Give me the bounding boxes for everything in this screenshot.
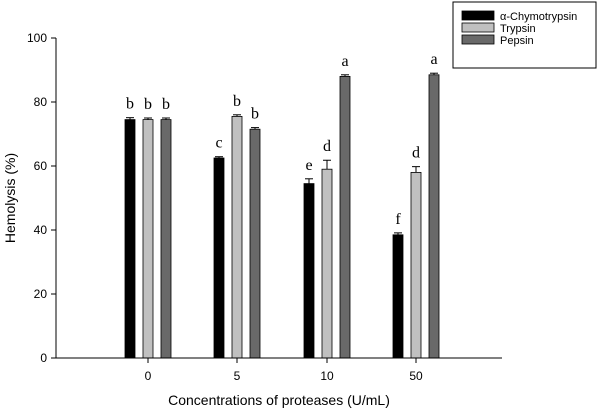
- legend-label: Pepsin: [500, 35, 534, 47]
- data-label: b: [251, 106, 259, 123]
- bar: [160, 119, 172, 359]
- data-label: d: [323, 138, 331, 155]
- y-tick-label: 60: [34, 159, 48, 173]
- bar: [213, 157, 225, 359]
- bar: [249, 128, 261, 359]
- y-tick-label: 20: [34, 287, 48, 301]
- data-label: b: [233, 93, 241, 110]
- bar: [392, 234, 404, 359]
- bar: [428, 74, 440, 359]
- bar: [339, 76, 351, 359]
- y-tick-label: 100: [27, 31, 47, 45]
- bar: [321, 168, 333, 359]
- legend-swatch: [461, 34, 495, 45]
- legend-swatch: [461, 10, 495, 21]
- x-tick-label: 10: [320, 369, 334, 383]
- bar: [303, 183, 315, 359]
- data-label: c: [215, 135, 222, 152]
- y-tick-label: 0: [40, 351, 47, 365]
- data-label: b: [126, 96, 134, 113]
- data-label: a: [430, 51, 437, 68]
- bar: [231, 116, 243, 359]
- legend-swatch: [461, 22, 495, 33]
- y-tick-label: 80: [34, 95, 48, 109]
- y-tick-label: 40: [34, 223, 48, 237]
- data-label: a: [341, 53, 348, 70]
- x-tick-label: 50: [409, 369, 423, 383]
- data-label: d: [412, 145, 420, 162]
- legend-label: Trypsin: [500, 23, 536, 35]
- bar: [142, 119, 154, 359]
- x-axis-title: Concentrations of proteases (U/mL): [168, 392, 390, 408]
- bar: [410, 171, 422, 359]
- x-tick-label: 0: [145, 369, 152, 383]
- y-axis-title: Hemolysis (%): [2, 153, 18, 243]
- data-label: b: [144, 96, 152, 113]
- legend-label: α-Chymotrypsin: [500, 11, 577, 23]
- data-label: e: [305, 157, 312, 174]
- x-tick-label: 5: [234, 369, 241, 383]
- bar: [124, 119, 136, 359]
- data-label: f: [395, 211, 401, 228]
- axes: 0 20 40 60 80 100 0 5 10 50 Concentrations of prot…: [2, 31, 502, 408]
- data-label: b: [162, 96, 170, 113]
